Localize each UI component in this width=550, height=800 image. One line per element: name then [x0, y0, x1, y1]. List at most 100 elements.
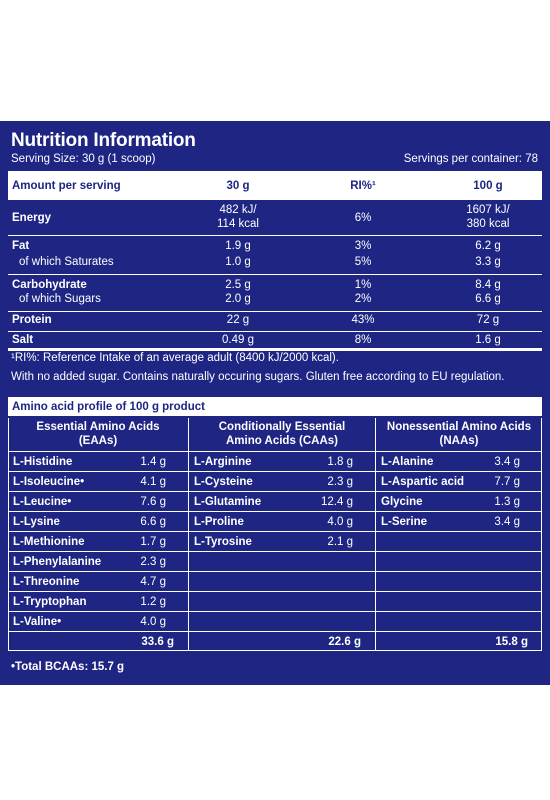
amino-name: L-Arginine	[194, 456, 252, 468]
nutrient-30g: 0.49 g	[222, 334, 254, 346]
nutrient-ri: 1%	[354, 279, 372, 291]
nutrient-ri: 8%	[354, 334, 372, 346]
header-30g: 30 g	[226, 180, 250, 192]
nutrient-100g: 6.6 g	[475, 293, 501, 305]
amino-value: 1.2 g	[140, 596, 166, 608]
nutrient-30g: 1.0 g	[225, 256, 251, 268]
serving-size: Serving Size: 30 g (1 scoop)	[11, 153, 156, 165]
nutrient-100g: 8.4 g	[475, 279, 501, 291]
row-divider	[8, 631, 542, 632]
row-divider	[8, 348, 542, 349]
amino-value: 3.4 g	[494, 456, 520, 468]
amino-value: 2.3 g	[140, 556, 166, 568]
amino-name: L-Glutamine	[194, 496, 262, 508]
amino-col-header-sub: (EAAs)	[78, 435, 118, 447]
page-title: Nutrition Information	[11, 130, 196, 151]
row-divider	[8, 571, 542, 572]
amino-name: L-Leucine•	[13, 496, 72, 508]
nutrient-30g: 2.5 g	[225, 279, 251, 291]
row-divider	[8, 591, 542, 592]
amino-name: L-Isoleucine•	[13, 476, 85, 488]
nutrition-header-row: Amount per serving 30 g RI%¹ 100 g	[8, 171, 542, 200]
amino-name: L-Lysine	[13, 516, 60, 528]
row-divider	[8, 551, 542, 552]
frame-left	[8, 418, 9, 650]
nutrient-ri: 43%	[351, 314, 375, 326]
amino-name: L-Serine	[381, 516, 428, 528]
amino-value: 4.1 g	[140, 476, 166, 488]
col-divider	[375, 418, 376, 650]
nutrient-name: Salt	[12, 334, 34, 346]
amino-name: L-Cysteine	[194, 476, 253, 488]
nutrient-ri: 5%	[354, 256, 372, 268]
nutrient-100g-kcal: 380 kcal	[466, 218, 510, 230]
frame-bottom	[8, 650, 542, 651]
col-divider	[188, 418, 189, 650]
amino-name: L-Aspartic acid	[381, 476, 465, 488]
amino-value: 4.7 g	[140, 576, 166, 588]
amino-value: 1.7 g	[140, 536, 166, 548]
amino-value: 4.0 g	[140, 616, 166, 628]
amino-total: 33.6 g	[141, 636, 174, 648]
amino-value: 7.6 g	[140, 496, 166, 508]
nutrition-panel: Nutrition Information Serving Size: 30 g…	[0, 121, 550, 685]
table-bottom-line	[8, 349, 542, 351]
amino-total: 15.8 g	[495, 636, 528, 648]
row-divider	[8, 491, 542, 492]
nutrient-30g-kcal: 114 kcal	[217, 218, 259, 230]
nutrient-30g: 1.9 g	[225, 240, 251, 252]
row-divider	[8, 235, 542, 236]
amino-name: L-Methionine	[13, 536, 85, 548]
amino-value: 2.3 g	[327, 476, 353, 488]
nutrient-name: Fat	[12, 240, 30, 252]
amino-name: L-Alanine	[381, 456, 434, 468]
amino-title: Amino acid profile of 100 g product	[12, 401, 205, 413]
row-divider	[8, 331, 542, 332]
nutrient-100g: 3.3 g	[475, 256, 501, 268]
nutrient-100g: 1.6 g	[475, 334, 501, 346]
nutrient-name: of which Saturates	[19, 256, 114, 268]
row-divider	[8, 311, 542, 312]
nutrient-ri: 6%	[354, 212, 372, 224]
amino-value: 1.4 g	[140, 456, 166, 468]
nutrient-ri: 3%	[354, 240, 372, 252]
amino-col-header: Conditionally Essential	[218, 421, 346, 433]
row-divider	[8, 611, 542, 612]
amino-total: 22.6 g	[328, 636, 361, 648]
row-divider	[8, 531, 542, 532]
servings-per-container: Servings per container: 78	[403, 153, 538, 165]
amino-name: L-Tyrosine	[194, 536, 252, 548]
nutrient-name: Energy	[12, 212, 51, 224]
total-bcaas: •Total BCAAs: 15.7 g	[11, 661, 125, 673]
frame-right	[541, 418, 542, 650]
nutrient-30g: 2.0 g	[225, 293, 251, 305]
nutrient-30g: 482 kJ/	[219, 204, 257, 216]
amino-value: 3.4 g	[494, 516, 520, 528]
nutrient-30g: 22 g	[226, 314, 250, 326]
nutrient-name: Carbohydrate	[12, 279, 87, 291]
amino-col-header-sub: (NAAs)	[439, 435, 479, 447]
row-divider	[8, 471, 542, 472]
footnote-ri: ¹RI%: Reference Intake of an average adu…	[11, 352, 339, 364]
amino-name: L-Phenylalanine	[13, 556, 102, 568]
amino-value: 4.0 g	[327, 516, 353, 528]
nutrient-100g: 72 g	[476, 314, 500, 326]
amino-name: L-Valine•	[13, 616, 62, 628]
amino-value: 1.3 g	[494, 496, 520, 508]
nutrient-100g: 6.2 g	[475, 240, 501, 252]
amino-name: L-Histidine	[13, 456, 73, 468]
row-divider	[8, 511, 542, 512]
nutrient-ri: 2%	[354, 293, 372, 305]
amino-title-bar: Amino acid profile of 100 g product	[8, 397, 542, 416]
amino-name: L-Proline	[194, 516, 244, 528]
amino-value: 7.7 g	[494, 476, 520, 488]
amino-col-header: Nonessential Amino Acids	[386, 421, 532, 433]
amino-name: Glycine	[381, 496, 423, 508]
footnote-sugar: With no added sugar. Contains naturally …	[11, 371, 505, 383]
header-divider	[8, 451, 542, 452]
amino-name: L-Threonine	[13, 576, 80, 588]
row-divider	[8, 274, 542, 275]
amino-col-header: Essential Amino Acids	[36, 421, 160, 433]
nutrient-100g: 1607 kJ/	[466, 204, 510, 216]
nutrient-name: Protein	[12, 314, 52, 326]
